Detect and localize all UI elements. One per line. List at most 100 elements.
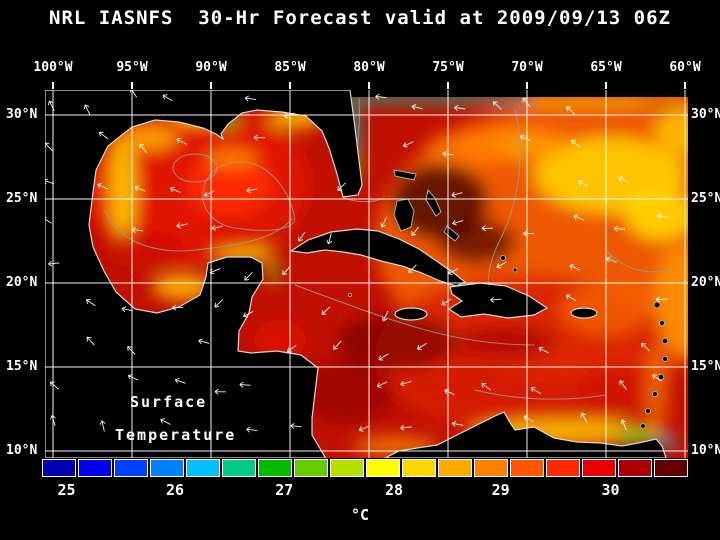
map-label-temperature: Temperature — [115, 426, 237, 444]
colorbar-tick-label: 25 — [57, 481, 76, 499]
lat-tick-label: 20°N — [691, 275, 720, 290]
no-data-strip — [341, 90, 688, 97]
colorbar-segment — [438, 459, 472, 477]
wind-arrow-icon — [571, 139, 581, 148]
landmass-south-america — [384, 411, 667, 458]
colorbar-tick-label: 27 — [275, 481, 294, 499]
lon-tick — [289, 82, 291, 89]
wind-arrow-icon — [442, 151, 454, 157]
wind-arrow-icon — [652, 374, 662, 382]
wind-arrow-icon — [566, 106, 576, 115]
wind-arrow-icon — [127, 346, 136, 355]
wind-arrow-icon — [620, 419, 627, 431]
colorbar-segment — [546, 459, 580, 477]
wind-arrow-icon — [400, 424, 412, 431]
map-label-surface: Surface — [130, 393, 208, 411]
colorbar-segment — [654, 459, 688, 477]
wind-arrow-icon — [169, 186, 181, 193]
wind-arrow-icon — [441, 298, 452, 306]
colorbar-segment — [222, 459, 256, 477]
colorbar-segment — [42, 459, 76, 477]
wind-arrow-icon — [321, 306, 331, 315]
lon-tick-label: 70°W — [511, 60, 543, 75]
wind-arrow-icon — [134, 185, 146, 192]
colorbar-tick-label: 30 — [601, 481, 620, 499]
wind-arrow-icon — [382, 310, 389, 322]
wind-arrow-icon — [402, 141, 414, 148]
wind-arrow-icon — [411, 226, 419, 236]
wind-arrow-icon — [444, 388, 455, 396]
wind-arrow-icon — [573, 214, 585, 221]
lon-tick — [210, 82, 212, 89]
lat-tick-label: 10°N — [6, 443, 38, 458]
island-turks — [500, 255, 506, 261]
wind-arrow-icon — [580, 412, 588, 423]
wind-arrow-icon — [49, 381, 59, 390]
wind-arrow-icon — [411, 104, 423, 110]
lon-tick-label: 65°W — [590, 60, 622, 75]
wind-arrow-icon — [287, 344, 297, 353]
wind-arrow-icon — [376, 381, 388, 388]
page-title: NRL IASNFS 30-Hr Forecast valid at 2009/… — [49, 7, 671, 29]
lon-tick — [684, 82, 686, 89]
colorbar-segment — [474, 459, 508, 477]
lon-tick-label: 95°W — [116, 60, 148, 75]
colorbar-segment — [258, 459, 292, 477]
wind-arrow-icon — [481, 225, 494, 232]
wind-arrow-icon — [48, 260, 60, 267]
wind-arrow-icon — [451, 420, 464, 427]
colorbar-segment — [78, 459, 112, 477]
lon-axis: 100°W 95°W 90°W 85°W 80°W 75°W 70°W 65°W 60°W — [0, 60, 720, 92]
island-jamaica — [394, 307, 428, 321]
sst-field — [80, 92, 688, 456]
lesser-antilles — [640, 301, 669, 429]
colorbar-segment — [366, 459, 400, 477]
wind-arrow-icon — [176, 137, 187, 145]
lat-tick-label: 15°N — [691, 359, 720, 374]
colorbar-segment — [582, 459, 616, 477]
wind-arrow-icon — [131, 227, 143, 233]
wind-arrow-icon — [214, 388, 226, 395]
wind-arrow-icon — [451, 191, 463, 198]
colorbar-unit: °C — [350, 506, 370, 524]
lon-tick — [526, 82, 528, 89]
wind-arrow-icon — [613, 225, 626, 232]
colorbar-segment — [294, 459, 328, 477]
wind-arrow-icon — [416, 342, 427, 350]
wind-arrow-icon — [618, 176, 629, 183]
sst-map-svg — [45, 90, 688, 458]
lat-tick-label: 25°N — [691, 191, 720, 206]
wind-arrow-icon — [530, 387, 541, 394]
lon-tick-label: 90°W — [195, 60, 227, 75]
wind-arrow-icon — [523, 230, 535, 237]
wind-vectors — [45, 90, 669, 433]
wind-arrow-icon — [127, 374, 139, 381]
wind-arrow-icon — [48, 100, 55, 111]
wind-arrow-icon — [496, 261, 507, 269]
wind-arrow-icon — [298, 231, 306, 242]
island-puerto-rico — [570, 307, 598, 319]
wind-arrow-icon — [454, 104, 466, 111]
island-cayman — [348, 293, 352, 297]
wind-arrow-icon — [492, 101, 502, 110]
wind-arrow-icon — [214, 299, 224, 308]
grid-lines — [45, 90, 688, 458]
colorbar-tick-label: 29 — [491, 481, 510, 499]
wind-arrow-icon — [174, 377, 186, 384]
wind-arrow-icon — [569, 264, 581, 271]
colorbar-segment — [510, 459, 544, 477]
wind-arrow-icon — [198, 338, 210, 345]
wind-arrow-icon — [282, 266, 291, 276]
landmass-north-central-america — [45, 90, 363, 458]
wind-arrow-icon — [244, 95, 256, 102]
island-grand-bahama — [393, 169, 417, 181]
island-caicos — [512, 267, 518, 273]
wind-arrow-icon — [326, 233, 333, 245]
wind-arrow-icon — [655, 296, 668, 303]
wind-arrow-icon — [619, 380, 627, 390]
wind-arrow-icon — [162, 94, 173, 102]
lon-tick — [131, 82, 133, 89]
lon-tick — [52, 82, 54, 89]
lon-tick — [605, 82, 607, 89]
